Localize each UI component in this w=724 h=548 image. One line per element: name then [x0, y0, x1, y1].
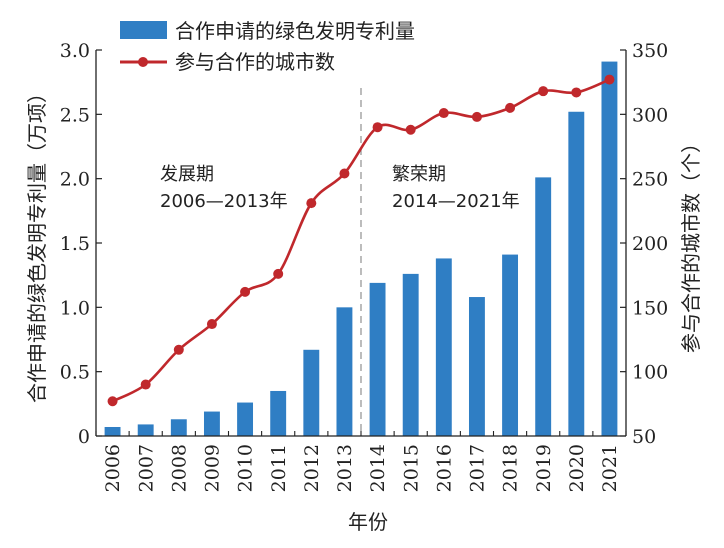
x-tick-label: 2006: [102, 444, 124, 492]
period-annotation-2: 繁荣期 2014—2021年: [392, 164, 520, 212]
bar-2010: [237, 402, 254, 436]
bar-2012: [303, 349, 320, 436]
city-point-2020: [571, 87, 582, 98]
city-point-2009: [206, 319, 217, 330]
y-right-tick-label: 300: [632, 104, 668, 126]
x-tick-label: 2011: [268, 444, 290, 492]
bar-2013: [336, 307, 353, 436]
city-point-2019: [538, 86, 549, 97]
period-1-years: 2006—2013年: [160, 191, 288, 212]
bar-2006: [104, 426, 121, 436]
bar-2009: [203, 411, 220, 436]
bar-2011: [270, 390, 287, 436]
y-left-tick-label: 2.5: [60, 104, 90, 126]
x-tick-label: 2007: [135, 444, 157, 492]
x-tick-label: 2013: [334, 444, 356, 492]
y-left-tick-label: 2.0: [60, 169, 90, 191]
x-tick-label: 2017: [467, 444, 489, 492]
legend-line-marker: [138, 57, 148, 67]
x-tick-label: 2016: [433, 444, 455, 492]
bar-2014: [369, 282, 386, 436]
y-right-tick-label: 150: [632, 297, 668, 319]
city-point-2012: [306, 198, 317, 209]
city-point-2008: [173, 344, 184, 355]
period-1-name: 发展期: [160, 164, 214, 185]
y-right-tick-label: 250: [632, 169, 668, 191]
city-point-2015: [405, 124, 416, 135]
x-tick-label: 2008: [168, 444, 190, 492]
bar-2018: [502, 254, 519, 436]
x-tick-label: 2015: [400, 444, 422, 492]
x-tick-label: 2018: [500, 444, 522, 492]
y-left-tick-label: 0: [78, 426, 90, 448]
y-left-tick-label: 1.5: [60, 233, 90, 255]
plot-area: 0 0.5 1.0 1.5 2.0 2.5 3.0 50 100 150 200 250 300 350 2…: [60, 40, 668, 492]
bar-2007: [137, 424, 154, 436]
x-axis-title: 年份: [348, 510, 388, 534]
city-point-2010: [240, 286, 251, 297]
legend-bar-label: 合作申请的绿色发明专利量: [175, 19, 415, 43]
city-point-2021: [604, 74, 615, 85]
city-point-2014: [372, 122, 383, 133]
x-tick-label: 2019: [533, 444, 555, 492]
city-point-2017: [471, 111, 482, 122]
y-right-tick-label: 50: [632, 426, 656, 448]
legend-line-label: 参与合作的城市数: [175, 50, 335, 74]
city-point-2018: [505, 102, 516, 113]
bar-2017: [468, 297, 485, 436]
period-2-name: 繁荣期: [392, 164, 446, 185]
city-count-line: [111, 78, 610, 403]
city-point-2016: [438, 108, 449, 119]
city-point-2007: [140, 379, 151, 390]
legend: 合作申请的绿色发明专利量 参与合作的城市数: [120, 19, 415, 74]
bar-2015: [402, 273, 419, 436]
x-tick-label: 2021: [599, 444, 621, 492]
x-tick-label: 2012: [301, 444, 323, 492]
city-point-2013: [339, 168, 350, 179]
y-axis-left-title: 合作申请的绿色发明专利量（万项）: [25, 83, 49, 403]
y-left-tick-label: 1.0: [60, 297, 90, 319]
city-point-2011: [273, 268, 284, 279]
y-left-tick-label: 0.5: [60, 362, 90, 384]
x-tick-label: 2010: [235, 444, 257, 492]
y-right-tick-label: 100: [632, 362, 668, 384]
x-tick-label: 2020: [566, 444, 588, 492]
period-2-years: 2014—2021年: [392, 191, 520, 212]
bar-2016: [435, 258, 452, 436]
x-tick-label: 2009: [202, 444, 224, 492]
bar-2020: [568, 111, 585, 436]
period-annotation-1: 发展期 2006—2013年: [160, 164, 288, 212]
bar-2019: [535, 177, 552, 436]
y-right-tick-label: 350: [632, 40, 668, 62]
y-right-tick-label: 200: [632, 233, 668, 255]
y-axis-right-title: 参与合作的城市数（个）: [679, 133, 703, 353]
y-left-tick-label: 3.0: [60, 40, 90, 62]
legend-bar-swatch: [120, 21, 167, 39]
x-tick-label: 2014: [367, 444, 389, 492]
bar-2008: [170, 419, 187, 436]
bar-2021: [601, 61, 618, 437]
city-point-2006: [107, 396, 118, 407]
